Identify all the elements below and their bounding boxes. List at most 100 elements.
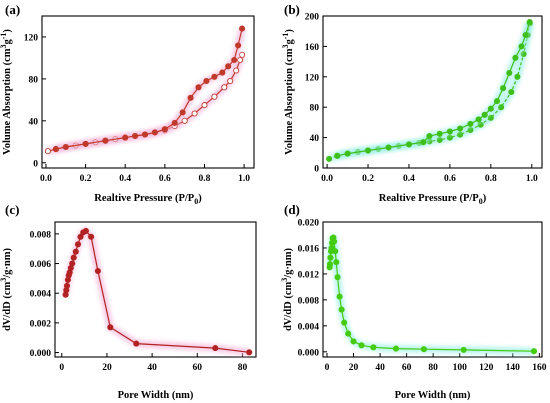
data-point	[350, 338, 357, 345]
data-point	[201, 102, 208, 109]
data-point	[420, 139, 427, 146]
x-axis-title-end: )	[198, 193, 202, 204]
data-point	[211, 93, 218, 100]
data-point	[203, 77, 210, 85]
panel-b: (b) 0.0 0.2 0.4 0.6 0.8 1.0 0 40 80 120 160 200 Realt…	[281, 2, 543, 206]
data-point	[141, 131, 149, 138]
data-point	[446, 128, 453, 135]
data-point	[181, 117, 188, 124]
x-tick-label: 0.8	[485, 174, 497, 184]
x-tick-label: 0.0	[321, 174, 333, 184]
x-tick-label: 0.0	[40, 174, 52, 184]
y-axis-title-superscript: 3	[0, 45, 8, 49]
x-axis-title: Realtive Pressure (P/P0)	[94, 193, 202, 206]
x-tick-label: 0.4	[119, 174, 131, 184]
y-tick-label: 120	[24, 33, 39, 43]
data-point	[522, 31, 529, 39]
data-point	[506, 69, 513, 77]
data-point	[457, 125, 464, 132]
y-tick-label: 0.016	[298, 244, 320, 254]
data-point	[231, 56, 238, 64]
data-point	[508, 88, 515, 96]
data-point	[364, 147, 372, 154]
plot-frame	[322, 15, 543, 169]
x-axis-title-subscript: 0	[194, 197, 198, 206]
data-point	[225, 63, 232, 70]
plot-frame	[41, 15, 255, 169]
data-point	[446, 134, 453, 141]
data-point	[481, 111, 488, 118]
data-point	[331, 238, 338, 245]
data-point	[500, 85, 507, 92]
data-point	[133, 340, 140, 347]
x-tick-label: 0.6	[444, 174, 456, 184]
data-point	[338, 306, 345, 313]
data-point	[219, 69, 226, 76]
y-axis-title-superscript: -1	[0, 33, 8, 40]
data-point	[334, 152, 341, 159]
y-axis-title-unit: g	[2, 39, 13, 45]
data-point	[514, 73, 521, 80]
y-axis-title-superscript: -1	[281, 33, 290, 40]
x-axis-title-text: Pore Width (nm)	[118, 390, 194, 401]
data-point	[327, 254, 334, 261]
plot-frame	[322, 221, 543, 358]
x-axis-title-subscript: 0	[479, 197, 483, 206]
data-point	[77, 233, 84, 240]
data-point	[344, 150, 351, 157]
data-point	[94, 267, 101, 275]
data-point	[235, 42, 242, 49]
y-axis-title-unit: /g·nm)	[283, 247, 294, 278]
data-point	[171, 119, 178, 126]
y-axis-title-text: dV/dD (cm	[283, 281, 294, 331]
data-point	[211, 73, 218, 80]
data-point	[63, 282, 71, 289]
y-tick-label: 80	[29, 75, 39, 85]
data-point	[88, 233, 95, 240]
data-point	[191, 110, 198, 117]
y-axis-title-text: dV/dD (cm	[2, 281, 13, 331]
data-point	[107, 324, 114, 331]
data-point	[233, 67, 240, 74]
data-point	[530, 348, 538, 355]
data-point	[246, 349, 253, 356]
y-tick-label: 0.012	[298, 270, 320, 280]
x-axis-title-text: Realtive Pressure (P/P	[379, 193, 480, 204]
data-point	[341, 319, 348, 326]
data-point	[102, 137, 109, 144]
x-axis-title: Realtive Pressure (P/P0)	[379, 193, 487, 206]
data-point	[239, 25, 246, 32]
series-line-distribution	[329, 236, 535, 352]
y-axis-title: dV/dD (cm3/g·nm)	[280, 247, 294, 331]
y-tick-label: 0	[314, 165, 319, 175]
x-tick-label: 1.0	[526, 174, 538, 184]
x-axis-title-text: Pore Width (nm)	[395, 390, 471, 401]
y-axis-title-unit: /g·nm)	[2, 247, 13, 278]
y-tick-label: 0	[33, 159, 38, 169]
data-point	[151, 129, 158, 136]
data-point	[345, 330, 352, 337]
x-tick-label: 60	[402, 363, 412, 373]
x-tick-label: 0.4	[403, 174, 415, 184]
x-axis-title: Pore Width (nm)	[395, 390, 471, 401]
x-tick-label: 40	[375, 363, 385, 373]
data-point	[74, 241, 82, 248]
panel-letter: (a)	[5, 2, 20, 17]
data-point	[82, 140, 89, 147]
y-axis-title-unit: g	[284, 39, 295, 45]
y-tick-label: 80	[310, 104, 320, 114]
data-point	[457, 131, 464, 138]
x-tick-label: 0.6	[159, 174, 171, 184]
x-tick-label: 20	[102, 363, 112, 373]
x-tick-label: 0.2	[80, 174, 92, 184]
data-point	[436, 136, 443, 143]
y-axis-title-end: )	[284, 29, 295, 33]
x-tick-label: 100	[453, 363, 468, 373]
data-point	[512, 54, 519, 61]
x-tick-label: 120	[479, 363, 494, 373]
y-tick-label: 0.020	[298, 219, 320, 229]
y-tick-label: 0.000	[30, 349, 52, 359]
y-axis-title-superscript: 3	[281, 45, 290, 49]
x-tick-label: 40	[147, 363, 157, 373]
